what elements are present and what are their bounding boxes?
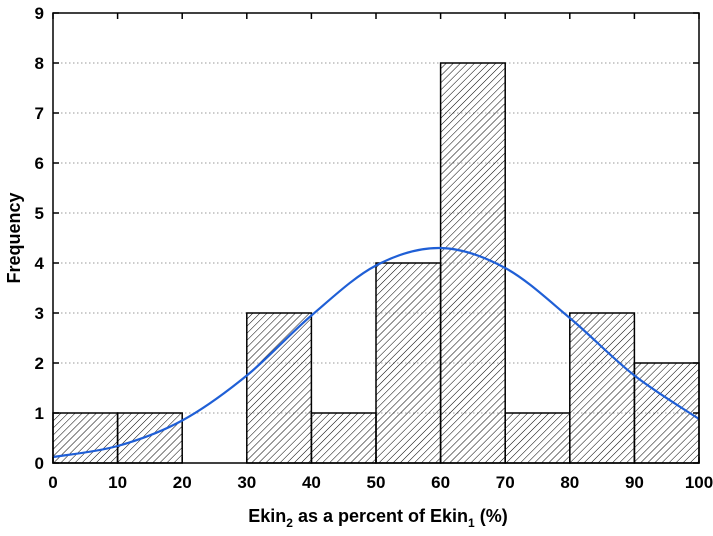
x-axis-label-sub1: 2 — [286, 516, 293, 530]
x-tick-label: 60 — [431, 473, 450, 492]
normal-fit-curve — [52, 246, 700, 459]
y-tick-label: 1 — [35, 404, 44, 423]
y-axis-ticks: 0 1 2 3 4 5 6 7 8 9 — [35, 4, 699, 473]
histogram-bars — [52, 62, 700, 464]
y-axis-label: Frequency — [4, 192, 24, 283]
x-axis-label-sub2: 1 — [468, 516, 475, 530]
x-tick-label: 0 — [48, 473, 57, 492]
y-tick-label: 5 — [35, 204, 44, 223]
y-tick-label: 3 — [35, 304, 44, 323]
y-tick-label: 0 — [35, 454, 44, 473]
x-tick-label: 30 — [237, 473, 256, 492]
x-axis-label: Ekin2 as a percent of Ekin1 (%) — [248, 506, 507, 530]
y-tick-label: 8 — [35, 54, 44, 73]
x-tick-label: 90 — [625, 473, 644, 492]
fit-curve-line — [52, 246, 700, 459]
y-tick-label: 7 — [35, 104, 44, 123]
x-tick-label: 80 — [560, 473, 579, 492]
y-tick-label: 4 — [35, 254, 45, 273]
x-axis-label-main: Ekin — [248, 506, 286, 526]
histogram-bar — [310, 412, 377, 464]
x-tick-label: 70 — [496, 473, 515, 492]
histogram-bar — [504, 412, 571, 464]
y-tick-label: 2 — [35, 354, 44, 373]
x-axis-label-end: (%) — [475, 506, 508, 526]
x-axis-ticks: 0 10 20 30 40 50 60 70 80 90 100 — [48, 13, 713, 492]
x-tick-label: 10 — [108, 473, 127, 492]
histogram-bar — [246, 312, 313, 464]
x-tick-label: 20 — [173, 473, 192, 492]
x-tick-label: 50 — [367, 473, 386, 492]
histogram-bar — [116, 412, 183, 464]
histogram-bar — [375, 262, 442, 464]
x-tick-label: 100 — [685, 473, 713, 492]
histogram-bar — [569, 312, 636, 464]
x-tick-label: 40 — [302, 473, 321, 492]
y-tick-label: 6 — [35, 154, 44, 173]
x-axis-label-middle: as a percent of Ekin — [293, 506, 468, 526]
y-tick-label: 9 — [35, 4, 44, 23]
